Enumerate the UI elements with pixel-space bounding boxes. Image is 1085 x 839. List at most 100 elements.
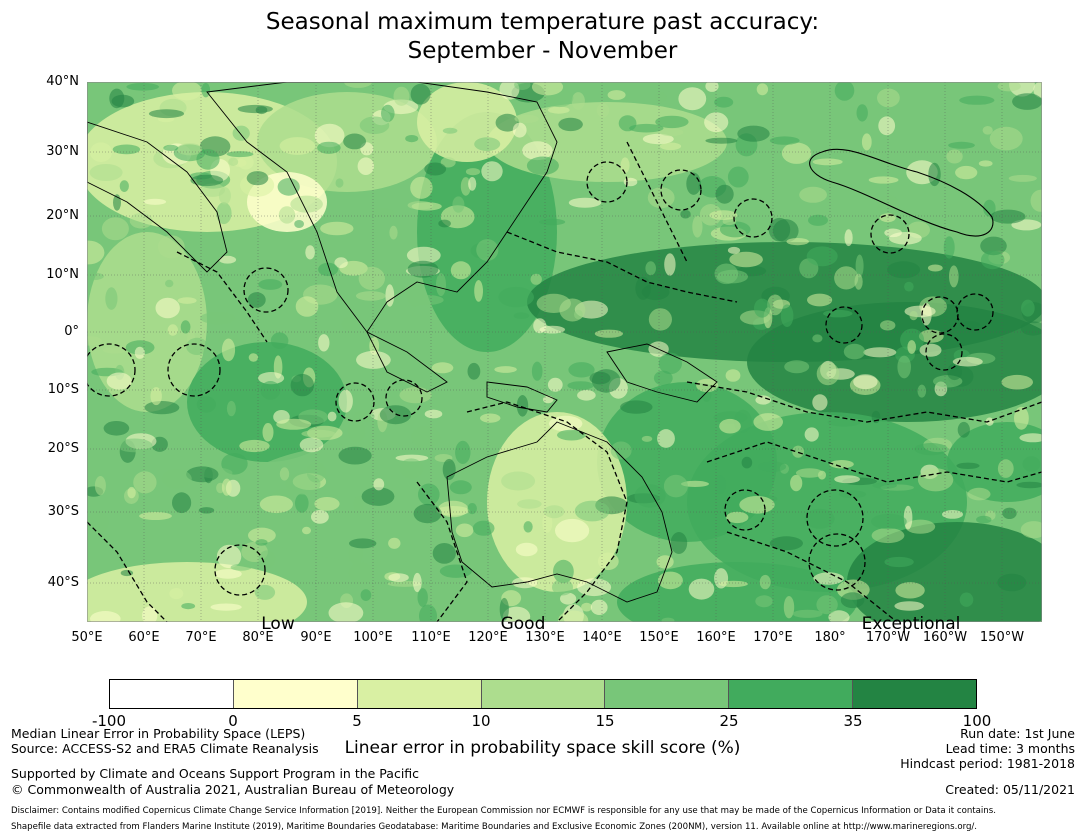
skill-speckle: [813, 572, 844, 585]
skill-speckle: [318, 262, 339, 277]
skill-speckle: [228, 157, 239, 166]
skill-speckle: [120, 569, 134, 577]
skill-speckle: [812, 334, 823, 343]
skill-speckle: [571, 92, 585, 110]
skill-speckle: [868, 176, 899, 184]
skill-speckle: [388, 573, 409, 582]
skill-speckle: [741, 456, 753, 469]
skill-speckle: [320, 221, 354, 236]
skill-speckle: [216, 544, 242, 569]
skill-speckle: [343, 82, 373, 88]
colorbar-tick: 25: [719, 712, 739, 730]
skill-speckle: [863, 347, 897, 358]
skill-speckle: [299, 437, 324, 453]
skill-speckle: [816, 595, 838, 615]
skill-speckle: [641, 284, 670, 301]
skill-speckle: [389, 225, 398, 240]
skill-speckle: [947, 363, 963, 381]
skill-speckle: [127, 486, 136, 499]
lon-label: 140°E: [582, 630, 622, 645]
lat-label-20n: 20°N: [46, 208, 79, 223]
skill-speckle: [978, 160, 993, 167]
skill-patch: [87, 562, 307, 622]
skill-speckle: [517, 499, 542, 509]
colorbar-axis-label: Linear error in probability space skill …: [344, 738, 741, 758]
skill-speckle: [656, 555, 674, 569]
lon-label: 170°W: [865, 630, 911, 645]
footer-method: Median Linear Error in Probability Space…: [11, 726, 306, 741]
skill-speckle: [424, 409, 443, 419]
category-good: Good: [500, 614, 546, 634]
skill-speckle: [823, 309, 853, 318]
skill-speckle: [101, 217, 129, 241]
skill-speckle: [103, 421, 130, 436]
lon-label: 110°E: [411, 630, 451, 645]
skill-speckle: [795, 468, 824, 478]
skill-speckle: [258, 550, 276, 568]
skill-speckle: [990, 209, 1026, 224]
lat-label-30s: 30°S: [47, 504, 79, 519]
skill-speckle: [432, 543, 456, 564]
skill-speckle: [360, 589, 372, 601]
skill-speckle: [812, 394, 828, 411]
skill-speckle: [784, 360, 810, 374]
skill-speckle: [591, 369, 621, 393]
skill-speckle: [1012, 93, 1042, 110]
skill-speckle: [290, 373, 314, 397]
skill-speckle: [989, 126, 1023, 151]
skill-speckle: [919, 343, 942, 357]
skill-speckle: [467, 503, 477, 515]
skill-speckle: [1014, 406, 1029, 430]
skill-speckle: [285, 473, 321, 495]
skill-speckle: [186, 337, 209, 355]
eez-circle: [87, 343, 136, 397]
skill-patch: [847, 522, 1042, 622]
skill-speckle: [838, 490, 867, 499]
skill-speckle: [438, 219, 451, 228]
lon-label: 60°E: [128, 630, 160, 645]
skill-speckle: [918, 329, 944, 343]
skill-speckle: [997, 82, 1021, 92]
skill-speckle: [688, 578, 715, 600]
skill-speckle: [301, 429, 336, 438]
skill-speckle: [335, 178, 344, 188]
lon-label: 160°W: [922, 630, 968, 645]
skill-speckle: [143, 198, 167, 205]
skill-speckle: [361, 487, 395, 506]
eez-circle: [825, 306, 863, 344]
skill-speckle: [200, 312, 236, 325]
skill-speckle: [1021, 299, 1035, 317]
skill-speckle: [214, 569, 242, 579]
colorbar-tick: 100: [962, 712, 992, 730]
skill-speckle: [277, 178, 300, 196]
eez-circle: [335, 382, 375, 422]
skill-patch: [947, 422, 1042, 502]
skill-speckle: [139, 512, 172, 520]
eez-line: [466, 401, 628, 622]
lat-label-40n: 40°N: [46, 74, 79, 89]
skill-speckle: [424, 162, 447, 176]
skill-speckle: [557, 429, 586, 441]
skill-speckle: [248, 353, 259, 362]
skill-speckle: [957, 421, 970, 438]
skill-speckle: [942, 510, 963, 519]
skill-speckle: [620, 400, 653, 414]
skill-speckle: [967, 487, 991, 501]
skill-speckle: [654, 91, 667, 103]
skill-speckle: [725, 369, 741, 382]
skill-speckle: [581, 602, 593, 612]
eez-circle: [733, 198, 773, 238]
skill-speckle: [704, 112, 729, 133]
skill-speckle: [783, 596, 795, 619]
skill-speckle: [959, 321, 981, 329]
eez-circle: [921, 296, 959, 334]
skill-speckle: [501, 471, 536, 491]
skill-speckle: [786, 238, 809, 246]
skill-speckle: [177, 143, 203, 156]
skill-speckle: [295, 493, 309, 513]
chart-title: Seasonal maximum temperature past accura…: [0, 8, 1085, 66]
skill-speckle: [431, 362, 454, 374]
skill-speckle: [311, 510, 329, 524]
eez-circle: [660, 169, 702, 211]
skill-speckle: [407, 201, 434, 210]
